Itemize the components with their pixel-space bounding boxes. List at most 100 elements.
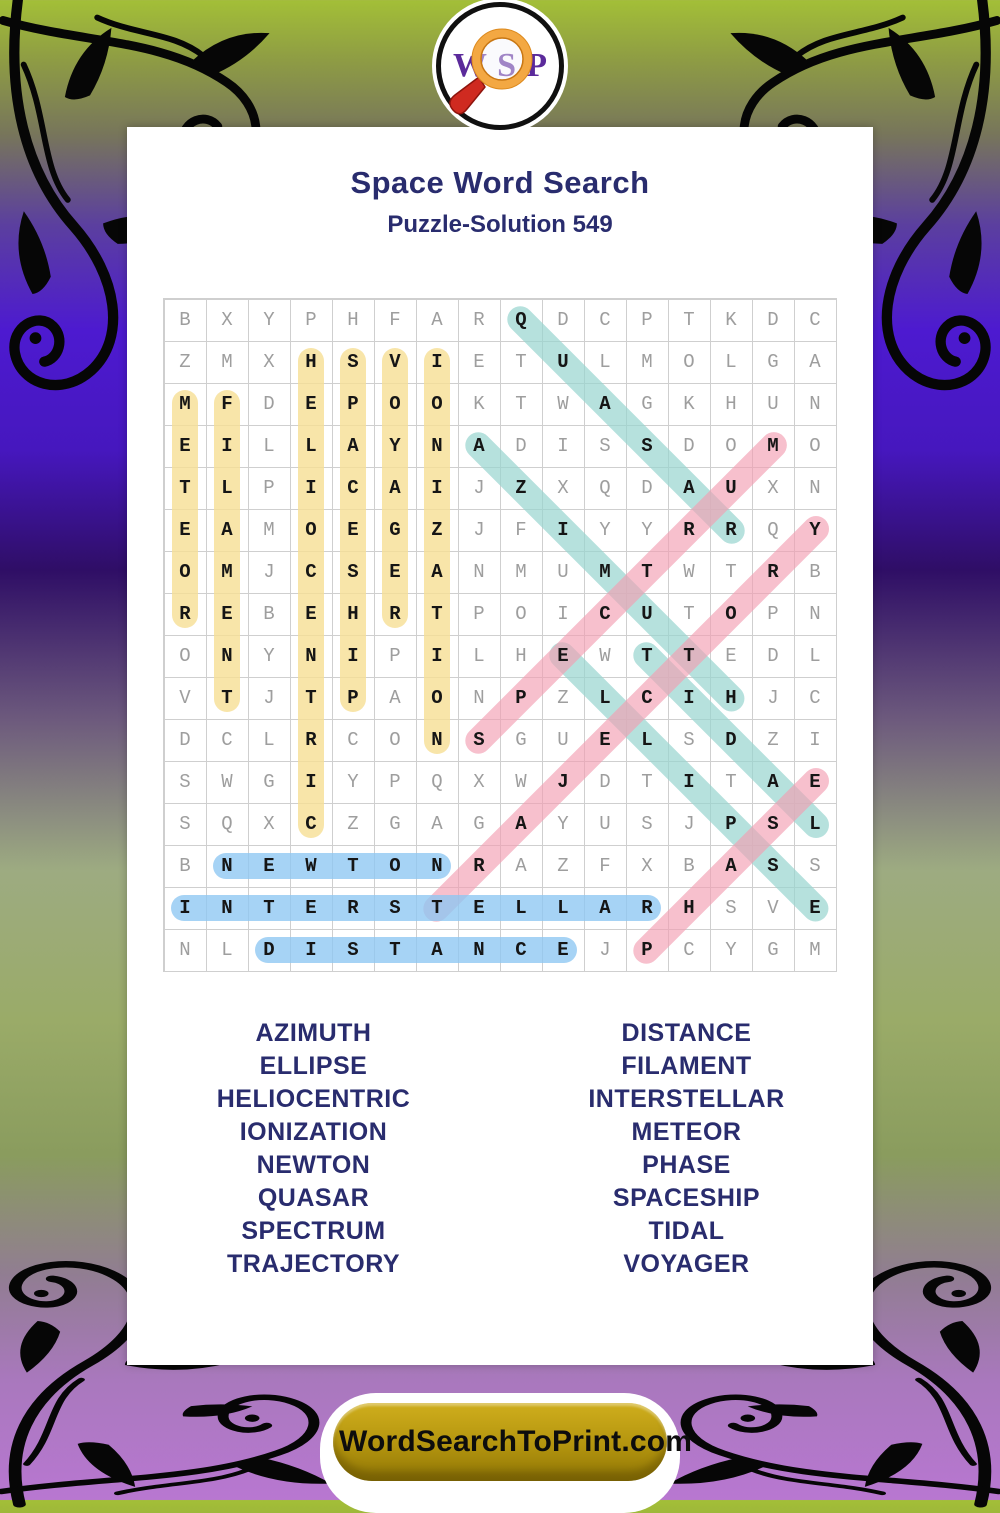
grid-cell: S (473, 729, 485, 751)
grid-cell: P (347, 393, 359, 415)
grid-cell: I (683, 687, 695, 709)
grid-cell: E (389, 561, 401, 583)
grid-cell: C (809, 309, 821, 331)
word-item: ELLIPSE (259, 1052, 368, 1080)
word-item: FILAMENT (621, 1052, 752, 1080)
grid-cell: T (641, 561, 653, 583)
grid-cell: N (473, 561, 485, 583)
grid-cell: T (683, 645, 695, 667)
grid-cell: A (599, 897, 611, 919)
grid-cell: L (221, 939, 233, 961)
grid-cell: B (179, 855, 191, 877)
grid-cell: Z (557, 687, 569, 709)
word-item: TIDAL (648, 1217, 725, 1245)
grid-cell: M (221, 351, 233, 373)
grid-cell: B (683, 855, 695, 877)
grid-cell: G (473, 813, 485, 835)
grid-cell: F (389, 309, 401, 331)
grid-cell: P (347, 687, 359, 709)
grid-cell: I (809, 729, 821, 751)
grid-cell: C (305, 561, 317, 583)
word-list-left: AZIMUTH ELLIPSE HELIOCENTRIC IONIZATION NEWT… (127, 1017, 500, 1281)
grid-cell: J (683, 813, 695, 835)
grid-cell: I (305, 771, 317, 793)
grid-cell: Y (263, 645, 275, 667)
grid-cell: P (389, 645, 401, 667)
grid-cell: X (557, 477, 569, 499)
grid-cell: L (263, 435, 275, 457)
website-link-button[interactable]: WordSearchToPrint.com (333, 1403, 692, 1481)
grid-cell: R (347, 897, 359, 919)
grid-cell: A (431, 939, 443, 961)
grid-cell: Q (515, 309, 527, 331)
grid-cell: C (809, 687, 821, 709)
grid-cell: E (473, 351, 485, 373)
word-item: AZIMUTH (255, 1019, 372, 1047)
grid-cell: O (179, 561, 191, 583)
grid-cell: B (179, 309, 191, 331)
word-item: PHASE (642, 1151, 731, 1179)
grid-cell: M (515, 561, 527, 583)
grid-cell: Y (725, 939, 737, 961)
grid-cell: M (809, 939, 821, 961)
word-item: INTERSTELLAR (588, 1085, 785, 1113)
grid-cell: U (599, 813, 611, 835)
grid-cell: Z (347, 813, 359, 835)
grid-cell: T (683, 603, 695, 625)
grid-cell: R (641, 897, 653, 919)
grid-cell: S (683, 729, 695, 751)
grid-cell: I (347, 645, 359, 667)
grid-cell: E (263, 855, 275, 877)
grid-cell: S (641, 813, 653, 835)
grid-cell: Z (431, 519, 443, 541)
grid-cell: J (767, 687, 779, 709)
grid-cell: A (473, 435, 485, 457)
grid-cell: A (767, 771, 779, 793)
word-item: HELIOCENTRIC (216, 1085, 411, 1113)
grid-cell: Y (641, 519, 653, 541)
grid-cell: K (725, 309, 737, 331)
grid-cell: L (515, 897, 527, 919)
grid-cell: D (263, 939, 275, 961)
grid-cell: M (179, 393, 191, 415)
grid-cell: S (347, 351, 359, 373)
grid-cell: P (767, 603, 779, 625)
word-item: DISTANCE (621, 1019, 752, 1047)
grid-cell: R (389, 603, 401, 625)
grid-cell: Y (389, 435, 401, 457)
grid-cell: B (809, 561, 821, 583)
grid-cell: P (389, 771, 401, 793)
grid-cell: L (305, 435, 317, 457)
grid-cell: A (809, 351, 821, 373)
grid-cell: O (683, 351, 695, 373)
grid-cell: E (305, 393, 317, 415)
grid-cell: X (221, 309, 233, 331)
grid-cell: R (767, 561, 779, 583)
grid-cell: I (221, 435, 233, 457)
grid-cell: I (557, 603, 569, 625)
grid-cell: V (767, 897, 779, 919)
grid-cell: W (683, 561, 695, 583)
grid-cell: I (431, 645, 443, 667)
grid-cell: S (767, 855, 779, 877)
word-item: VOYAGER (623, 1250, 750, 1278)
highlight-newton (213, 853, 451, 879)
grid-cell: Z (557, 855, 569, 877)
grid-cell: C (347, 729, 359, 751)
grid-cell: I (431, 477, 443, 499)
grid-cell: O (389, 855, 401, 877)
grid-cell: T (515, 351, 527, 373)
grid-cell: U (557, 351, 569, 373)
grid-cell: E (557, 645, 569, 667)
highlight-distance (255, 937, 577, 963)
grid-cell: T (347, 855, 359, 877)
grid-cell: P (263, 477, 275, 499)
grid-cell: U (557, 561, 569, 583)
grid-cell: I (305, 477, 317, 499)
grid-cell: H (347, 309, 359, 331)
grid-cell: H (305, 351, 317, 373)
grid-cell: Y (809, 519, 821, 541)
grid-cell: F (515, 519, 527, 541)
grid-cell: L (809, 813, 821, 835)
